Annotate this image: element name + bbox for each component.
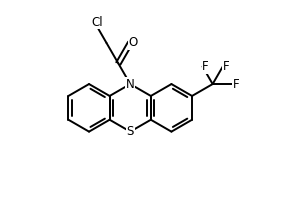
Text: O: O (128, 36, 138, 49)
Text: F: F (222, 60, 229, 73)
Text: F: F (202, 60, 209, 73)
Text: S: S (126, 125, 134, 138)
Text: N: N (126, 78, 134, 90)
Text: F: F (232, 78, 239, 90)
Text: Cl: Cl (91, 16, 103, 29)
